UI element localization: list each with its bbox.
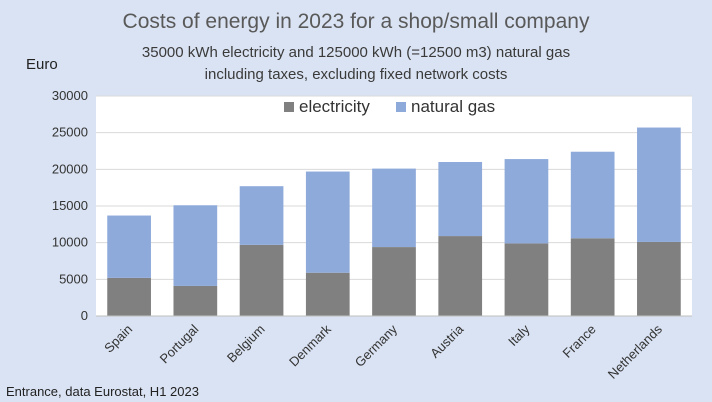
bar-natural-gas-netherlands: [637, 127, 681, 242]
source-note: Entrance, data Eurostat, H1 2023: [6, 384, 199, 399]
y-tick-label: 10000: [52, 235, 88, 250]
y-tick-label: 30000: [52, 88, 88, 103]
y-tick-label: 25000: [52, 125, 88, 140]
bar-electricity-italy: [504, 243, 549, 316]
legend-label-natural-gas: natural gas: [411, 97, 495, 116]
legend-swatch-electricity: [284, 102, 294, 112]
subtitle-line-2: including taxes, excluding fixed network…: [204, 66, 508, 83]
x-tick-label: Austria: [427, 321, 467, 361]
bar-natural-gas-portugal: [173, 205, 218, 286]
y-tick-label: 20000: [52, 161, 88, 176]
y-axis-label: Euro: [26, 56, 58, 73]
x-tick-label: Denmark: [286, 321, 334, 369]
bar-electricity-germany: [372, 247, 416, 316]
x-tick-label: Netherlands: [605, 321, 666, 382]
subtitle-line-1: 35000 kWh electricity and 125000 kWh (=1…: [141, 44, 571, 61]
bar-natural-gas-austria: [438, 162, 483, 237]
bar-natural-gas-denmark: [305, 171, 350, 273]
y-tick-label: 0: [81, 308, 88, 323]
chart-title: Costs of energy in 2023 for a shop/small…: [122, 10, 590, 33]
x-tick-label: France: [560, 322, 599, 361]
y-tick-label: 5000: [59, 271, 88, 286]
bar-electricity-portugal: [173, 285, 218, 316]
bar-natural-gas-italy: [504, 159, 549, 244]
bar-natural-gas-spain: [107, 215, 151, 278]
x-tick-label: Belgium: [224, 322, 268, 366]
bar-electricity-denmark: [305, 272, 350, 316]
x-tick-label: Italy: [505, 321, 533, 349]
bar-electricity-austria: [438, 236, 483, 316]
bar-natural-gas-belgium: [239, 186, 284, 245]
bar-natural-gas-france: [570, 151, 615, 239]
bar-electricity-netherlands: [637, 241, 681, 316]
chart-subtitle: 35000 kWh electricity and 125000 kWh (=1…: [0, 42, 712, 86]
x-tick-label: Spain: [101, 322, 135, 356]
x-tick-label: Portugal: [157, 321, 202, 366]
y-tick-label: 15000: [52, 198, 88, 213]
legend-swatch-natural-gas: [396, 102, 406, 112]
bar-electricity-spain: [107, 277, 151, 316]
bar-natural-gas-germany: [372, 168, 416, 248]
x-tick-label: Germany: [352, 321, 401, 370]
bar-electricity-belgium: [239, 244, 284, 316]
bar-electricity-france: [570, 238, 615, 316]
legend-label-electricity: electricity: [299, 97, 370, 116]
